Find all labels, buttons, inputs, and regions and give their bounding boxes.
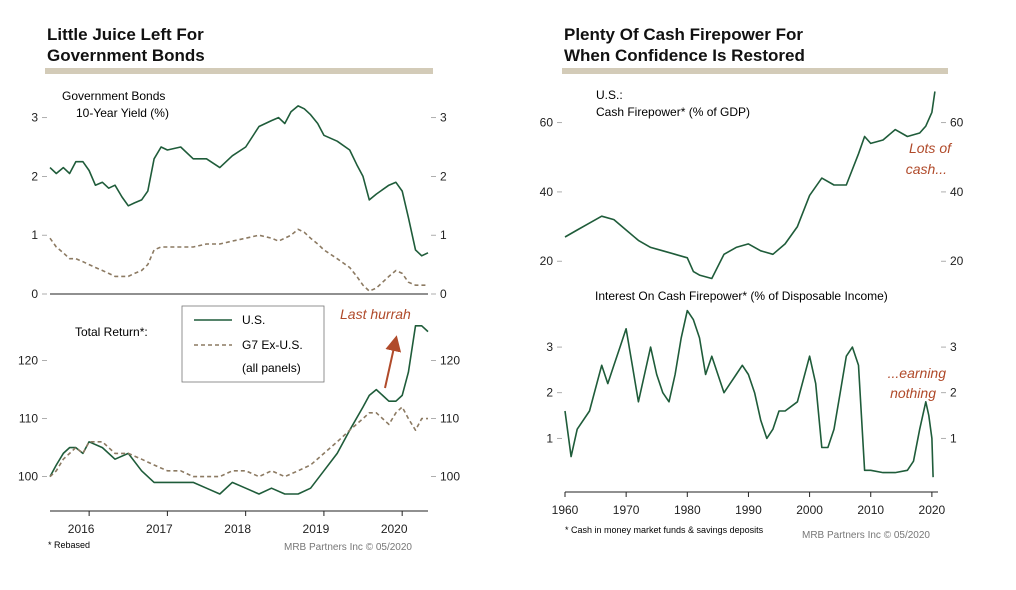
cash_firepower-ytick-label-left-60: 60 xyxy=(540,116,554,130)
total_return-xtick-label-2018: 2018 xyxy=(224,522,251,536)
yield-chart: 0 0 1 1 2 2 3 3 xyxy=(31,105,447,301)
interest_on_cash-xtick-label-1970: 1970 xyxy=(613,503,640,517)
total_return-ytick-label-left-110: 110 xyxy=(19,412,38,426)
left-footnote: * Rebased xyxy=(48,540,90,550)
interest_on_cash-ytick-label-left-1: 1 xyxy=(546,431,553,445)
yield-ytick-label-right-3: 3 xyxy=(440,111,447,125)
yield-ytick-label-left-2: 2 xyxy=(31,169,38,183)
total_return-series-u-s xyxy=(49,324,429,495)
cash_firepower-series-line xyxy=(564,91,936,280)
total_return-ytick-label-left-120: 120 xyxy=(18,354,38,368)
total_return-xtick-label-2020: 2020 xyxy=(381,522,408,536)
left-title-line2: Government Bonds xyxy=(47,46,205,65)
total-return-chart: 100 100 110 110 120 120 2016 2017 2018 2019 2020 xyxy=(18,324,460,536)
legend-entry-all-panels: (all panels) xyxy=(242,361,301,375)
right-panel-title: Plenty Of Cash Firepower For When Confid… xyxy=(564,24,805,66)
cash_firepower-ytick-label-right-60: 60 xyxy=(950,116,964,130)
total_return-xtick-label-2017: 2017 xyxy=(146,522,173,536)
total_return-xtick-label-2019: 2019 xyxy=(303,522,330,536)
interest_on_cash-xtick-label-1960: 1960 xyxy=(552,503,579,517)
left-panel-title: Little Juice Left For Government Bonds xyxy=(47,24,205,66)
right-title-line1: Plenty Of Cash Firepower For xyxy=(564,25,803,44)
right-title-line2: When Confidence Is Restored xyxy=(564,46,805,65)
yield-chart-title-line1: Government Bonds xyxy=(62,89,165,103)
yield-series-g7-ex-u-s xyxy=(49,228,428,292)
right-title-bar xyxy=(562,68,948,74)
interest_on_cash-ytick-label-right-2: 2 xyxy=(950,386,957,400)
annotation-arrow xyxy=(384,335,402,389)
interest_on_cash-xtick-label-1990: 1990 xyxy=(735,503,762,517)
legend-box xyxy=(181,305,325,383)
interest_on_cash-ytick-label-left-2: 2 xyxy=(546,386,553,400)
yield-ytick-label-right-1: 1 xyxy=(440,228,447,242)
interest_on_cash-series-line xyxy=(564,309,934,478)
interest_on_cash-xtick-label-2000: 2000 xyxy=(796,503,823,517)
yield-ytick-label-right-2: 2 xyxy=(440,169,447,183)
legend-entry-g7: G7 Ex-U.S. xyxy=(242,338,303,352)
annotation-earning: ...earning xyxy=(888,365,947,381)
yield-ytick-label-left-1: 1 xyxy=(31,228,38,242)
interest_on_cash-xtick-label-2020: 2020 xyxy=(919,503,946,517)
total_return-ytick-label-right-110: 110 xyxy=(440,412,459,426)
interest_on_cash-xtick-label-2010: 2010 xyxy=(857,503,884,517)
total_return-ytick-label-right-100: 100 xyxy=(440,470,460,484)
interest-on-cash-chart: 1 1 2 2 3 3 1960 1970 1980 1990 2000 2010 2020 xyxy=(546,309,957,517)
interest_on_cash-ytick-label-left-3: 3 xyxy=(546,340,553,354)
yield-ytick-label-left-3: 3 xyxy=(31,111,38,125)
total-return-label: Total Return*: xyxy=(75,325,148,339)
total_return-series-g7-ex-u-s xyxy=(49,406,428,478)
yield-ytick-label-right-0: 0 xyxy=(440,287,447,301)
interest-chart-title: Interest On Cash Firepower* (% of Dispos… xyxy=(595,289,888,303)
annotation-nothing: nothing xyxy=(890,385,936,401)
yield-chart-title-line2: 10-Year Yield (%) xyxy=(76,106,169,120)
cash_firepower-ytick-label-right-20: 20 xyxy=(950,254,964,268)
annotation-cash: cash... xyxy=(906,161,947,177)
left-credit: MRB Partners Inc © 05/2020 xyxy=(284,542,412,553)
total_return-ytick-label-right-120: 120 xyxy=(440,354,460,368)
cash-chart-title-line1: U.S.: xyxy=(596,88,623,102)
yield-ytick-label-left-0: 0 xyxy=(31,287,38,301)
left-title-line1: Little Juice Left For xyxy=(47,25,204,44)
annotation-lots-of: Lots of xyxy=(909,140,953,156)
right-footnote: * Cash in money market funds & savings d… xyxy=(565,525,764,535)
right-credit: MRB Partners Inc © 05/2020 xyxy=(802,530,930,541)
total_return-ytick-label-left-100: 100 xyxy=(18,470,38,484)
cash-chart-title-line2: Cash Firepower* (% of GDP) xyxy=(596,105,750,119)
yield-series-u-s xyxy=(49,105,429,257)
total_return-xtick-label-2016: 2016 xyxy=(68,522,95,536)
cash_firepower-ytick-label-left-40: 40 xyxy=(540,185,554,199)
interest_on_cash-xtick-label-1980: 1980 xyxy=(674,503,701,517)
cash_firepower-ytick-label-left-20: 20 xyxy=(540,254,554,268)
cash-firepower-chart: 20 20 40 40 60 60 xyxy=(540,91,964,280)
legend-entry-us: U.S. xyxy=(242,313,265,327)
cash_firepower-ytick-label-right-40: 40 xyxy=(950,185,964,199)
legend: U.S. G7 Ex-U.S. (all panels) xyxy=(181,305,325,383)
interest_on_cash-ytick-label-right-1: 1 xyxy=(950,431,957,445)
annotation-last-hurrah: Last hurrah xyxy=(340,306,411,322)
interest_on_cash-ytick-label-right-3: 3 xyxy=(950,340,957,354)
left-title-bar xyxy=(45,68,433,74)
